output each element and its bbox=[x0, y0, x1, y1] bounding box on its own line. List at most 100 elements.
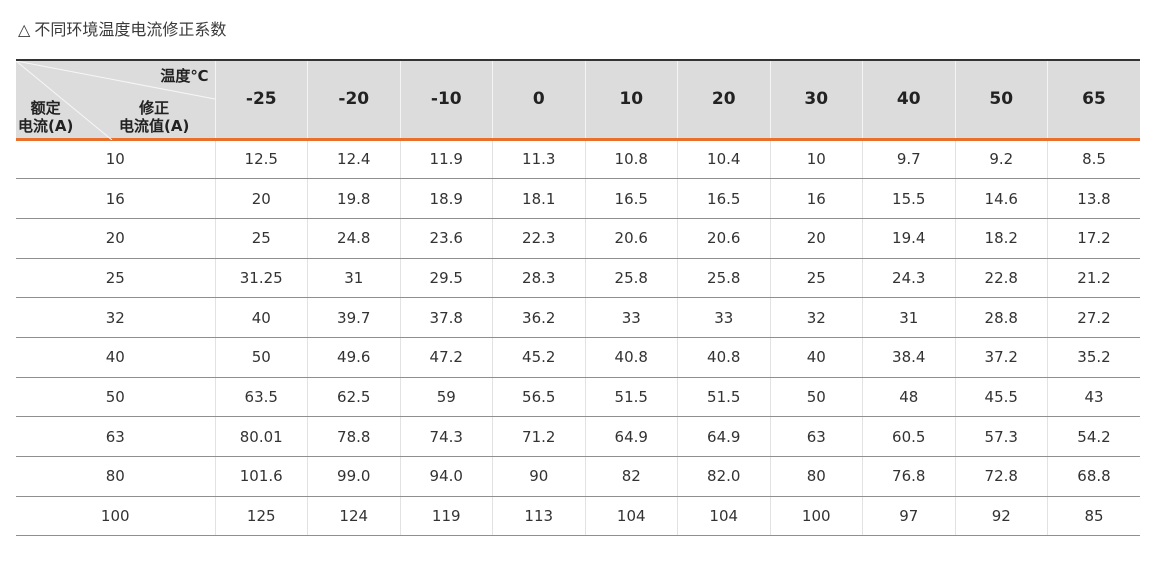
corrected-current-cell: 19.4 bbox=[862, 218, 955, 259]
corrected-current-cell: 82 bbox=[584, 456, 678, 497]
corrected-current-cell: 14.6 bbox=[954, 178, 1048, 219]
corrected-current-cell: 11.3 bbox=[492, 139, 585, 180]
rated-current-cell: 100 bbox=[16, 496, 215, 537]
temperature-axis-label: 温度℃ bbox=[160, 67, 209, 85]
corrected-current-cell: 100 bbox=[769, 496, 863, 537]
corrected-current-cell: 57.3 bbox=[954, 416, 1048, 457]
rated-current-label-line1: 额定 bbox=[30, 99, 61, 117]
corrected-current-cell: 31 bbox=[307, 258, 400, 299]
table-row: 40 50 49.6 47.2 45.2 40.8 40.8 40 38.4 37.2 35.2 bbox=[16, 337, 1140, 378]
corrected-current-cell: 28.3 bbox=[492, 258, 585, 299]
corrected-current-cell: 33 bbox=[677, 297, 770, 338]
temperature-header-cell: -10 bbox=[399, 59, 493, 141]
corrected-current-cell: 10 bbox=[769, 139, 863, 180]
corrected-current-cell: 19.8 bbox=[307, 178, 400, 219]
corrected-current-cell: 82.0 bbox=[677, 456, 770, 497]
diagonal-divider-lines bbox=[16, 61, 215, 140]
corrected-current-cell: 97 bbox=[862, 496, 955, 537]
corrected-current-cell: 9.7 bbox=[862, 139, 955, 180]
corrected-current-cell: 38.4 bbox=[862, 337, 955, 378]
corrected-current-cell: 63.5 bbox=[214, 377, 308, 418]
corrected-current-cell: 64.9 bbox=[677, 416, 770, 457]
corrected-current-cell: 94.0 bbox=[399, 456, 493, 497]
corrected-current-cell: 24.3 bbox=[862, 258, 955, 299]
corrected-current-cell: 101.6 bbox=[214, 456, 308, 497]
corrected-current-cell: 13.8 bbox=[1047, 178, 1140, 219]
temperature-header-cell: 20 bbox=[677, 59, 770, 141]
corrected-current-label-line2: 电流值(A) bbox=[119, 117, 190, 135]
corrected-current-cell: 39.7 bbox=[307, 297, 400, 338]
corner-header-cell: 温度℃ 额定 电流(A) 修正 电流值(A) bbox=[16, 59, 215, 141]
corrected-current-cell: 37.2 bbox=[954, 337, 1048, 378]
table-row: 100 125 124 119 113 104 104 100 97 92 85 bbox=[16, 496, 1140, 537]
table-row: 32 40 39.7 37.8 36.2 33 33 32 31 28.8 27.2 bbox=[16, 297, 1140, 338]
corrected-current-cell: 76.8 bbox=[862, 456, 955, 497]
corrected-current-cell: 45.5 bbox=[954, 377, 1048, 418]
corrected-current-cell: 64.9 bbox=[584, 416, 678, 457]
corrected-current-cell: 60.5 bbox=[862, 416, 955, 457]
triangle-outline-icon: △ bbox=[18, 20, 31, 39]
temperature-header-cell: 65 bbox=[1047, 59, 1140, 141]
table-row: 16 20 19.8 18.9 18.1 16.5 16.5 16 15.5 14.6 13.8 bbox=[16, 178, 1140, 219]
table-row: 10 12.5 12.4 11.9 11.3 10.8 10.4 10 9.7 9.2 8.5 bbox=[16, 139, 1140, 180]
rated-current-cell: 20 bbox=[16, 218, 215, 259]
corrected-current-cell: 45.2 bbox=[492, 337, 585, 378]
corrected-current-label: 修正 电流值(A) bbox=[119, 99, 189, 135]
corrected-current-cell: 10.4 bbox=[677, 139, 770, 180]
corrected-current-cell: 21.2 bbox=[1047, 258, 1140, 299]
corrected-current-cell: 16.5 bbox=[677, 178, 770, 219]
corrected-current-cell: 80.01 bbox=[214, 416, 308, 457]
corrected-current-cell: 18.2 bbox=[954, 218, 1048, 259]
corrected-current-cell: 99.0 bbox=[307, 456, 400, 497]
temperature-header-cell: 40 bbox=[862, 59, 955, 141]
corrected-current-cell: 40 bbox=[769, 337, 863, 378]
corrected-current-cell: 20 bbox=[214, 178, 308, 219]
corrected-current-cell: 54.2 bbox=[1047, 416, 1140, 457]
corrected-current-cell: 24.8 bbox=[307, 218, 400, 259]
corrected-current-cell: 124 bbox=[307, 496, 400, 537]
corrected-current-cell: 40.8 bbox=[584, 337, 678, 378]
corrected-current-cell: 85 bbox=[1047, 496, 1140, 537]
corrected-current-cell: 125 bbox=[214, 496, 308, 537]
corrected-current-cell: 71.2 bbox=[492, 416, 585, 457]
corrected-current-cell: 12.4 bbox=[307, 139, 400, 180]
corrected-current-cell: 72.8 bbox=[954, 456, 1048, 497]
corrected-current-cell: 25.8 bbox=[677, 258, 770, 299]
corrected-current-cell: 25 bbox=[769, 258, 863, 299]
corrected-current-cell: 74.3 bbox=[399, 416, 493, 457]
corrected-current-cell: 16.5 bbox=[584, 178, 678, 219]
temperature-header-cell: 50 bbox=[954, 59, 1048, 141]
corrected-current-cell: 35.2 bbox=[1047, 337, 1140, 378]
corrected-current-cell: 80 bbox=[769, 456, 863, 497]
corrected-current-cell: 78.8 bbox=[307, 416, 400, 457]
corrected-current-cell: 47.2 bbox=[399, 337, 493, 378]
corrected-current-cell: 92 bbox=[954, 496, 1048, 537]
corrected-current-cell: 31 bbox=[862, 297, 955, 338]
corrected-current-cell: 50 bbox=[769, 377, 863, 418]
corrected-current-label-line1: 修正 bbox=[139, 99, 170, 117]
rated-current-cell: 25 bbox=[16, 258, 215, 299]
rated-current-cell: 32 bbox=[16, 297, 215, 338]
corrected-current-cell: 8.5 bbox=[1047, 139, 1140, 180]
corrected-current-cell: 49.6 bbox=[307, 337, 400, 378]
temperature-header-cell: -25 bbox=[214, 59, 308, 141]
corrected-current-cell: 51.5 bbox=[584, 377, 678, 418]
corrected-current-cell: 23.6 bbox=[399, 218, 493, 259]
corrected-current-cell: 15.5 bbox=[862, 178, 955, 219]
title-text: 不同环境温度电流修正系数 bbox=[34, 20, 227, 39]
corrected-current-cell: 90 bbox=[492, 456, 585, 497]
table-row: 25 31.25 31 29.5 28.3 25.8 25.8 25 24.3 22.8 21.2 bbox=[16, 258, 1140, 299]
corrected-current-cell: 20.6 bbox=[677, 218, 770, 259]
table-body: 10 12.5 12.4 11.9 11.3 10.8 10.4 10 9.7 9.2 8.5 16 2… bbox=[16, 139, 1140, 537]
corrected-current-cell: 22.8 bbox=[954, 258, 1048, 299]
corrected-current-cell: 28.8 bbox=[954, 297, 1048, 338]
corrected-current-cell: 37.8 bbox=[399, 297, 493, 338]
temperature-header-cell: 30 bbox=[769, 59, 863, 141]
corrected-current-cell: 36.2 bbox=[492, 297, 585, 338]
corrected-current-cell: 16 bbox=[769, 178, 863, 219]
rated-current-cell: 80 bbox=[16, 456, 215, 497]
corrected-current-cell: 25 bbox=[214, 218, 308, 259]
header-row: 温度℃ 额定 电流(A) 修正 电流值(A) -25 -20 -10 0 10 20 30 4… bbox=[16, 59, 1140, 141]
corrected-current-cell: 48 bbox=[862, 377, 955, 418]
corrected-current-cell: 12.5 bbox=[214, 139, 308, 180]
